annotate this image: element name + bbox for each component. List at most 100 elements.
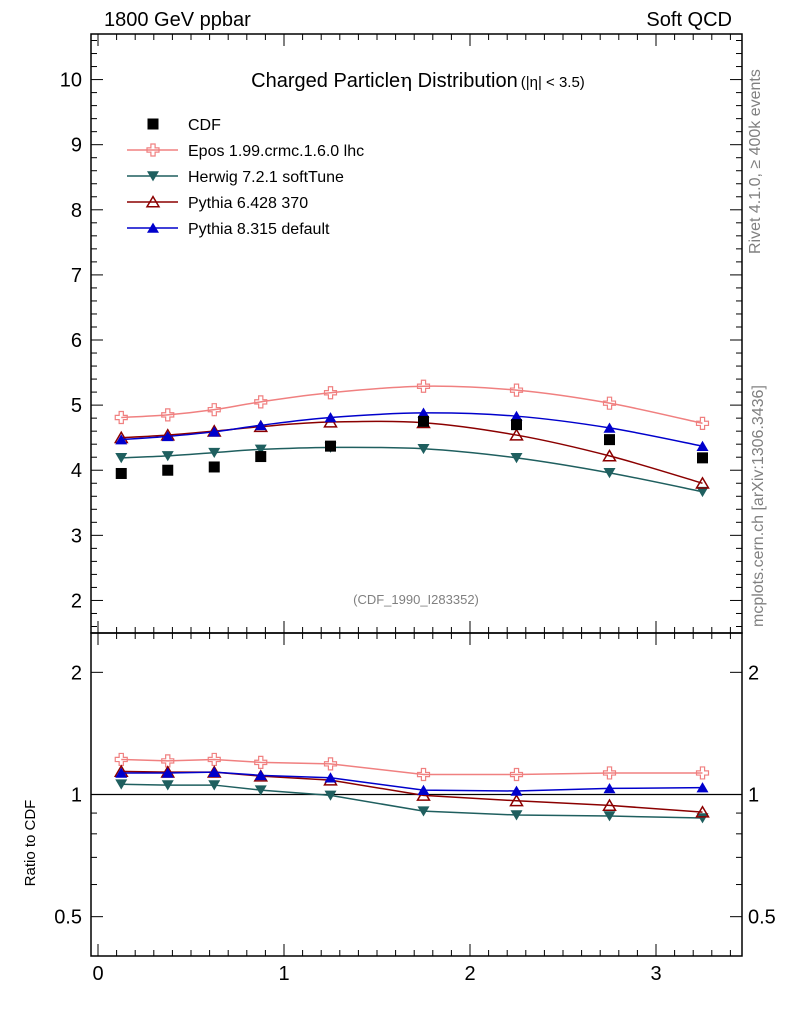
series-point xyxy=(509,793,524,807)
watermark: (CDF_1990_I283352) xyxy=(353,592,479,607)
series-point xyxy=(254,444,267,455)
series-point xyxy=(602,396,617,410)
series-point xyxy=(603,783,616,794)
x-tick-label: 0 xyxy=(92,963,103,985)
series-point xyxy=(115,779,128,790)
series-point xyxy=(115,453,128,464)
data-point xyxy=(255,451,267,463)
y-tick-label: 6 xyxy=(71,330,82,352)
series-point xyxy=(695,476,710,489)
series-point xyxy=(323,757,338,771)
legend-label: Herwig 7.2.1 softTune xyxy=(188,169,344,186)
data-point xyxy=(511,419,522,431)
ratio-ylabel: Ratio to CDF xyxy=(22,800,39,887)
series-line xyxy=(121,420,703,484)
series-point xyxy=(161,780,174,791)
series-point xyxy=(324,772,337,783)
series-point xyxy=(207,752,221,767)
series-point xyxy=(208,426,221,437)
series-point xyxy=(161,408,175,422)
series-point xyxy=(147,222,159,233)
x-tick-label: 3 xyxy=(650,963,661,985)
y-tick-label: 2 xyxy=(71,590,82,612)
series-point xyxy=(147,171,159,182)
legend-label: Epos 1.99.crmc.1.6.0 lhc xyxy=(188,143,364,160)
series-point xyxy=(254,395,268,409)
series-point xyxy=(696,813,709,824)
series-point xyxy=(323,386,338,400)
series-point xyxy=(324,412,337,423)
series-point xyxy=(416,379,431,393)
series-point xyxy=(602,766,617,780)
legend-label: Pythia 8.315 default xyxy=(188,221,330,238)
y-tick-label: 10 xyxy=(60,70,82,92)
mcplots-label: mcplots.cern.ch [arXiv:1306.3436] xyxy=(750,385,767,627)
ratio-y-tick-label: 1 xyxy=(71,785,82,807)
series-point xyxy=(161,451,174,462)
data-point xyxy=(325,440,336,452)
series-point xyxy=(602,449,617,462)
chart-title: Charged Particleη Distribution (|η| < 3.5… xyxy=(251,68,585,92)
y-tick-label: 8 xyxy=(71,200,82,222)
series-point xyxy=(254,755,268,769)
series-point xyxy=(510,785,523,796)
series-point xyxy=(509,428,524,441)
data-point xyxy=(418,415,429,427)
series-point xyxy=(161,754,175,768)
series-point xyxy=(208,447,221,459)
series-point xyxy=(603,811,616,822)
ratio-series-line xyxy=(121,758,703,776)
ratio-y-tick-label: 0.5 xyxy=(54,907,82,929)
legend-label: CDF xyxy=(188,117,221,134)
y-tick-label: 9 xyxy=(71,135,82,157)
series-point xyxy=(208,766,221,777)
series-point xyxy=(207,403,221,417)
series-point xyxy=(510,410,523,421)
data-point xyxy=(697,452,708,464)
series-point xyxy=(510,453,523,464)
series-point xyxy=(695,416,710,430)
series-point xyxy=(602,798,617,811)
ratio-y-tick-label-right: 0.5 xyxy=(748,907,776,929)
series-point xyxy=(509,383,524,397)
header-left: 1800 GeV ppbar xyxy=(104,9,251,31)
series-point xyxy=(417,806,430,817)
data-point xyxy=(115,467,127,479)
rivet-version-label: Rivet 4.1.0, ≥ 400k events xyxy=(747,69,764,254)
series-point xyxy=(417,784,430,795)
data-point xyxy=(208,461,220,473)
series-point xyxy=(416,767,431,782)
series-point xyxy=(161,430,174,442)
series-point xyxy=(603,468,616,479)
legend-label: Pythia 6.428 370 xyxy=(188,195,308,212)
x-tick-label: 1 xyxy=(278,963,289,985)
series-point xyxy=(417,443,430,455)
series-point xyxy=(324,790,337,801)
series-point xyxy=(208,780,221,791)
series-point xyxy=(145,195,161,208)
series-point xyxy=(696,782,709,793)
series-line xyxy=(121,446,703,493)
series-point xyxy=(695,805,710,818)
series-line xyxy=(121,385,703,425)
series-point xyxy=(115,434,128,445)
series-point xyxy=(114,410,128,425)
series-point xyxy=(146,143,160,157)
ratio-y-tick-label-right: 1 xyxy=(748,785,759,807)
data-point xyxy=(604,434,615,446)
series-point xyxy=(509,767,524,782)
series-point xyxy=(114,752,128,767)
series-point xyxy=(115,767,128,778)
x-tick-label: 2 xyxy=(464,963,475,985)
data-point xyxy=(147,118,159,130)
series-point xyxy=(254,769,267,781)
series-point xyxy=(695,766,710,780)
series-point xyxy=(254,419,267,431)
series-point xyxy=(416,788,431,801)
series-point xyxy=(603,422,616,433)
y-tick-label: 3 xyxy=(71,525,82,547)
series-point xyxy=(510,810,523,821)
ratio-y-tick-label: 2 xyxy=(71,662,82,684)
data-point xyxy=(162,464,174,476)
